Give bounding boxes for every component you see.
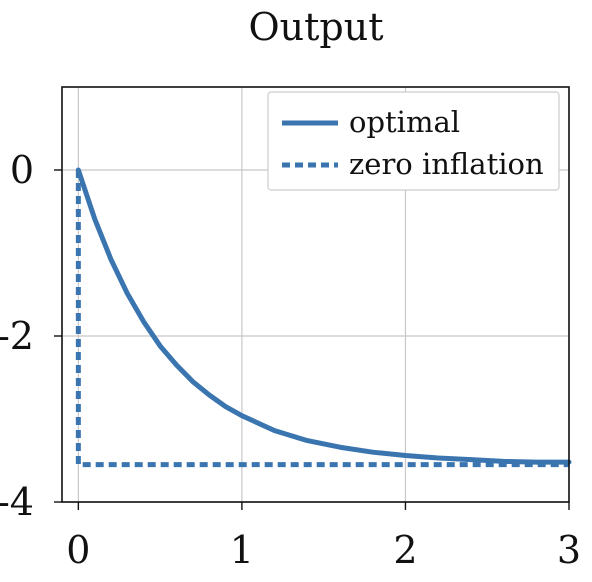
y-tick-label-2: -4 <box>0 480 34 524</box>
y-tick-label-1: -2 <box>0 314 34 358</box>
legend: optimal zero inflation <box>267 91 560 191</box>
legend-label-zero-inflation: zero inflation <box>349 147 544 181</box>
x-tick-label-2: 2 <box>393 528 417 572</box>
series-line-zero-inflation <box>75 170 569 468</box>
plot-frame <box>61 86 570 503</box>
series-line-optimal <box>75 167 572 465</box>
legend-box <box>267 91 560 191</box>
x-tick-label-3: 3 <box>557 528 581 572</box>
x-tick-label-0: 0 <box>66 528 90 572</box>
chart-title: Output <box>249 5 384 49</box>
x-tick-label-1: 1 <box>230 528 254 572</box>
series-layer <box>75 167 572 468</box>
y-tick-label-0: 0 <box>10 148 34 192</box>
axis-ticks: 0 1 2 3 0 -2 -4 <box>0 148 581 572</box>
legend-label-optimal: optimal <box>349 105 460 139</box>
